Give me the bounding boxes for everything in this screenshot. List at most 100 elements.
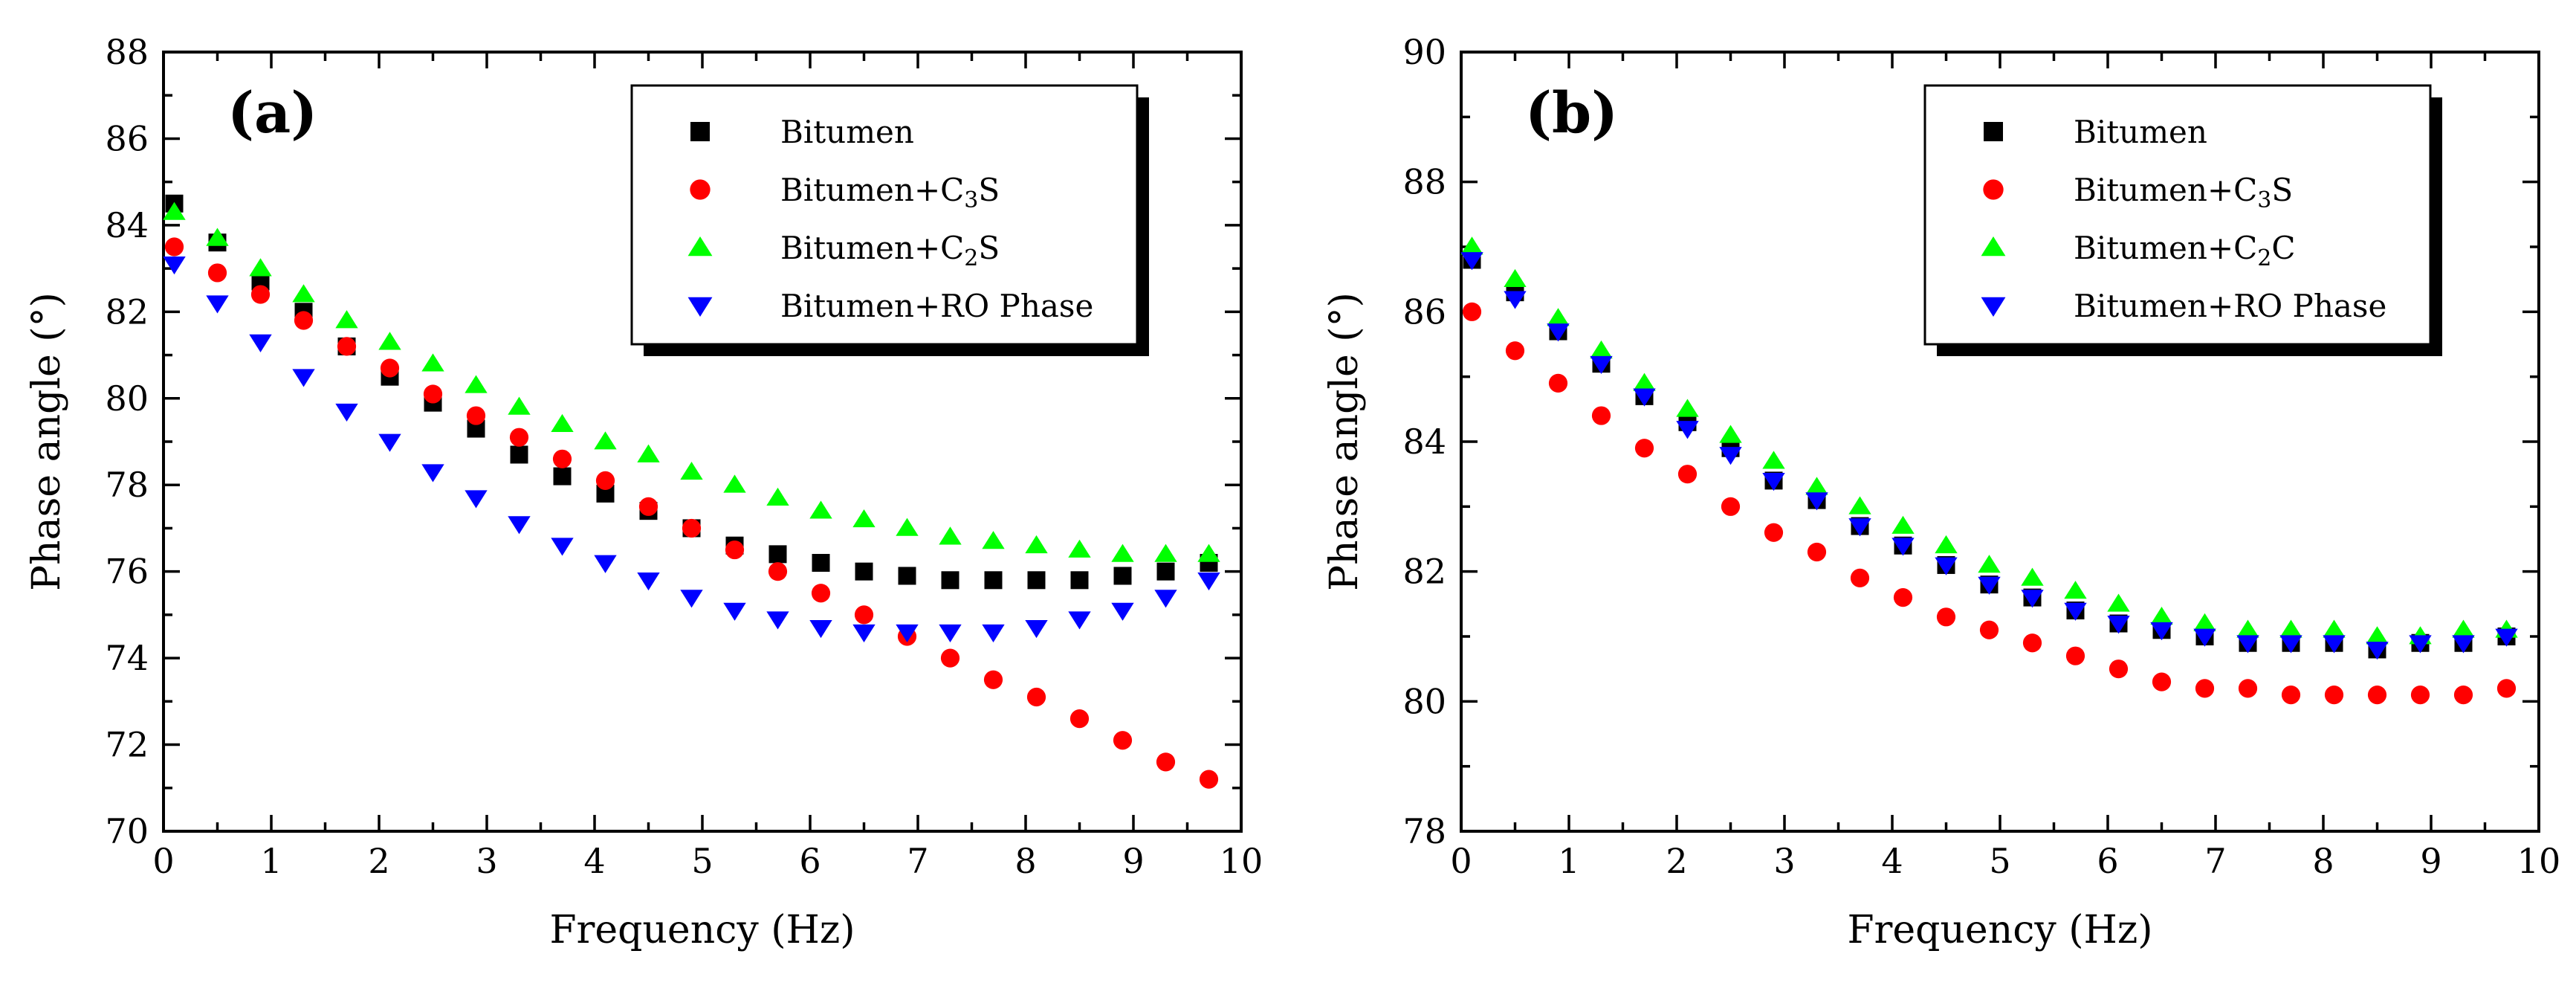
data-point — [594, 555, 617, 573]
legend-marker — [1983, 179, 2004, 200]
data-point — [2195, 679, 2215, 698]
data-point — [2021, 590, 2044, 608]
data-point — [2410, 686, 2430, 705]
series-2 — [163, 201, 1220, 562]
y-tick-label: 88 — [1402, 162, 1446, 202]
x-tick-label: 8 — [2312, 841, 2334, 881]
data-point — [852, 509, 876, 528]
y-tick-label: 82 — [105, 291, 149, 332]
data-point — [1156, 752, 1176, 772]
data-point — [1025, 535, 1048, 554]
data-point — [637, 572, 660, 591]
data-point — [682, 518, 702, 538]
data-point — [941, 571, 959, 590]
data-point — [1069, 709, 1090, 729]
x-tick-label: 5 — [691, 841, 713, 881]
legend-label: Bitumen+C3S — [780, 172, 1000, 213]
x-tick-label: 9 — [2420, 841, 2441, 881]
data-point — [380, 358, 400, 378]
data-point — [852, 624, 876, 642]
x-tick-label: 1 — [1558, 841, 1579, 881]
data-point — [508, 516, 531, 535]
x-tick-label: 1 — [260, 841, 282, 881]
legend: Bitumen Bitumen+C3S Bitumen+C2S Bitumen+RO … — [630, 84, 1149, 356]
data-point — [2495, 628, 2518, 647]
x-tick-label: 2 — [368, 841, 389, 881]
data-point — [551, 413, 574, 433]
data-point — [553, 467, 572, 486]
data-point — [1633, 388, 1656, 407]
data-point — [1762, 473, 1785, 491]
data-point — [1547, 308, 1570, 326]
data-point — [638, 497, 658, 516]
legend-label: Bitumen — [2074, 114, 2207, 150]
x-tick-label: 9 — [1122, 841, 1144, 881]
y-tick-label: 78 — [105, 465, 149, 505]
data-point — [2065, 646, 2085, 665]
data-point — [2279, 619, 2302, 638]
data-point — [1891, 538, 1915, 556]
data-point — [725, 540, 745, 560]
data-point — [984, 571, 1003, 590]
y-tick-label: 90 — [1402, 32, 1446, 72]
data-point — [250, 285, 271, 304]
legend-label: Bitumen+C2S — [780, 230, 1000, 271]
data-point — [1068, 611, 1091, 630]
data-point — [1590, 340, 1613, 359]
data-point — [2324, 686, 2344, 705]
data-point — [551, 538, 574, 556]
legend-marker — [1981, 297, 2006, 317]
y-tick-label: 84 — [1402, 422, 1446, 462]
data-point — [2238, 679, 2258, 698]
data-point — [1111, 602, 1134, 621]
series-2 — [1460, 236, 2518, 645]
x-tick-label: 0 — [152, 841, 174, 881]
data-point — [1936, 607, 1956, 627]
data-point — [294, 311, 314, 330]
data-point — [2453, 686, 2473, 705]
data-point — [595, 471, 615, 491]
data-point — [1156, 562, 1175, 581]
data-point — [1764, 523, 1784, 542]
data-point — [1460, 252, 1483, 271]
y-tick-label: 78 — [1402, 811, 1446, 851]
x-tick-label: 7 — [907, 841, 928, 881]
data-point — [594, 431, 617, 450]
data-point — [723, 474, 746, 493]
x-tick-label: 6 — [2097, 841, 2118, 881]
x-tick-label: 10 — [2517, 841, 2561, 881]
data-point — [982, 624, 1005, 642]
data-point — [508, 396, 531, 415]
x-tick-label: 10 — [1220, 841, 1263, 881]
data-point — [2021, 567, 2044, 586]
data-point — [466, 406, 486, 425]
data-point — [2150, 607, 2173, 625]
data-point — [335, 403, 358, 422]
data-point — [1721, 497, 1741, 516]
data-point — [465, 490, 488, 509]
y-axis-title: Phase angle (°) — [25, 292, 69, 591]
data-point — [1591, 406, 1611, 425]
data-point — [1677, 465, 1698, 484]
data-point — [2236, 619, 2259, 638]
data-point — [1935, 557, 1958, 575]
data-point — [465, 375, 488, 393]
y-tick-label: 80 — [105, 378, 149, 419]
data-point — [2107, 616, 2130, 634]
data-point — [1807, 542, 1827, 562]
series-3 — [1460, 252, 2518, 660]
data-point — [1805, 492, 1828, 511]
data-point — [809, 620, 832, 639]
data-point — [1676, 399, 1699, 417]
data-point — [1805, 477, 1828, 495]
data-point — [2107, 593, 2130, 612]
data-point — [2323, 619, 2346, 638]
data-point — [1547, 323, 1570, 342]
data-point — [809, 500, 832, 519]
data-point — [378, 332, 401, 350]
legend: Bitumen Bitumen+C3S Bitumen+C2C Bitumen+RO … — [1923, 84, 2442, 356]
legend-box — [630, 84, 1139, 346]
x-tick-label: 7 — [2204, 841, 2226, 881]
data-point — [2193, 628, 2216, 647]
